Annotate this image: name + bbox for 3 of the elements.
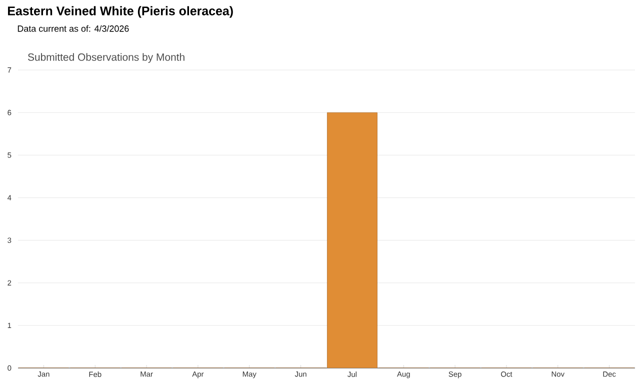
chart-title: Eastern Veined White (Pieris oleracea) [8, 6, 233, 18]
chart-subtitle: Data current as of: 4/3/2026 [18, 25, 129, 32]
text: Submitted Observations by Month [28, 53, 184, 63]
